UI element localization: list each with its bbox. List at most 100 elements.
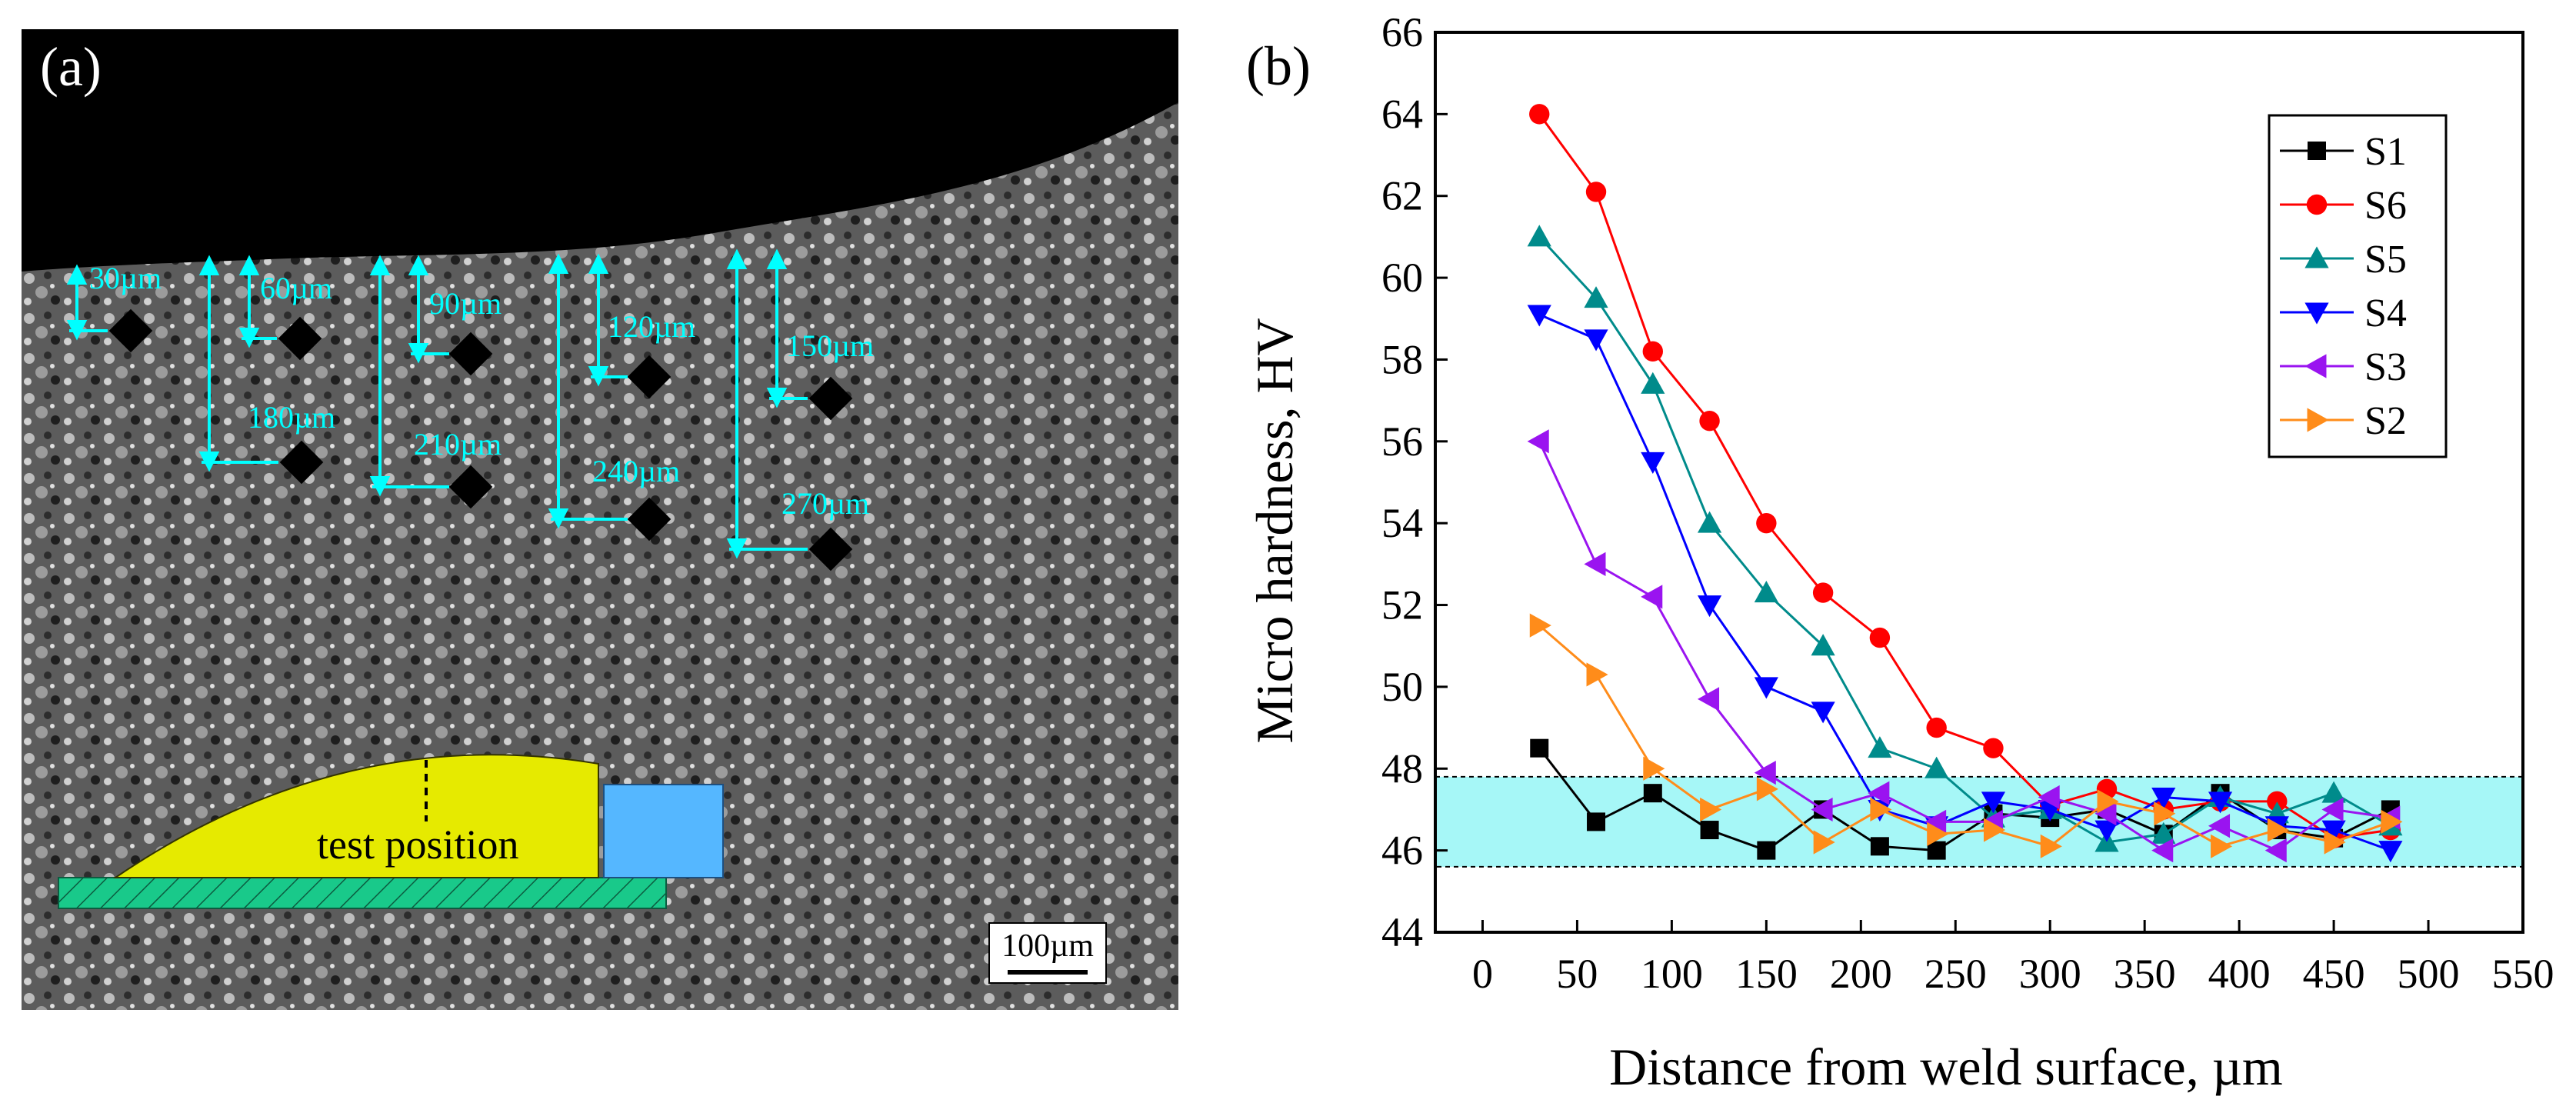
data-point bbox=[1811, 634, 1835, 656]
x-tick-label: 250 bbox=[1925, 951, 1987, 997]
data-point bbox=[1870, 797, 1892, 822]
x-tick-label: 550 bbox=[2492, 951, 2554, 997]
legend-marker bbox=[2308, 142, 2326, 160]
depth-arrows bbox=[66, 248, 808, 559]
data-point bbox=[2381, 809, 2403, 835]
data-point bbox=[2208, 814, 2231, 838]
data-point bbox=[1587, 812, 1606, 831]
data-point bbox=[2321, 797, 2344, 822]
y-tick-label: 54 bbox=[1381, 500, 1423, 546]
data-point bbox=[2040, 834, 2062, 858]
data-point bbox=[2324, 830, 2346, 855]
data-point bbox=[2038, 785, 2060, 810]
legend-marker bbox=[2306, 194, 2328, 215]
side-block bbox=[603, 784, 724, 878]
data-point bbox=[1925, 756, 1949, 778]
data-point bbox=[1754, 760, 1776, 785]
data-point bbox=[1983, 818, 2006, 842]
legend-label: S3 bbox=[2364, 345, 2407, 389]
weld-schematic: test position bbox=[58, 754, 724, 909]
data-point bbox=[2321, 820, 2346, 842]
data-point bbox=[1870, 837, 1889, 856]
data-point bbox=[1700, 797, 1722, 822]
x-axis-title: Distance from weld surface, µm bbox=[1609, 1038, 2283, 1096]
depth-label-60: 60µm bbox=[260, 271, 332, 305]
data-point bbox=[1925, 809, 1947, 835]
panel-a-label: (a) bbox=[40, 36, 102, 98]
data-point bbox=[1926, 717, 1947, 738]
data-point bbox=[1927, 841, 1946, 860]
series-s4 bbox=[1527, 305, 2403, 863]
test-position-label: test position bbox=[317, 821, 519, 868]
data-point bbox=[1983, 738, 2004, 758]
scale-bar: 100µm bbox=[988, 922, 1107, 984]
plot-frame bbox=[1434, 31, 2524, 934]
data-point bbox=[1813, 830, 1835, 855]
data-point bbox=[2094, 801, 2117, 826]
data-point bbox=[1756, 512, 1777, 534]
x-tick-label: 0 bbox=[1472, 951, 1493, 997]
data-point bbox=[1811, 701, 1835, 724]
data-point bbox=[1529, 104, 1550, 125]
data-point bbox=[1756, 777, 1778, 801]
data-point bbox=[1584, 329, 1608, 352]
data-point bbox=[2094, 820, 2119, 842]
data-point bbox=[2151, 821, 2176, 844]
y-tick-label: 50 bbox=[1381, 664, 1423, 710]
series-line-s5 bbox=[1538, 235, 2391, 844]
data-point bbox=[1527, 429, 1549, 454]
data-point bbox=[2211, 834, 2233, 858]
x-tick-label: 150 bbox=[1735, 951, 1798, 997]
data-point bbox=[1811, 797, 1833, 822]
data-point bbox=[1697, 687, 1720, 711]
y-tick-label: 44 bbox=[1381, 909, 1423, 955]
y-axis-title: Micro hardness, HV bbox=[1245, 318, 1304, 743]
legend-box bbox=[2268, 114, 2448, 458]
x-tick-label: 200 bbox=[1830, 951, 1892, 997]
data-point bbox=[1642, 341, 1663, 362]
data-point bbox=[1584, 552, 1606, 576]
data-point bbox=[2151, 838, 2174, 863]
depth-label-210: 210µm bbox=[414, 427, 502, 462]
legend-label: S1 bbox=[2364, 130, 2407, 174]
data-point bbox=[2097, 789, 2119, 814]
x-tick-label: 350 bbox=[2114, 951, 2176, 997]
series-line-s2 bbox=[1538, 625, 2391, 848]
depth-label-270: 270µm bbox=[781, 486, 869, 521]
data-point bbox=[1643, 756, 1665, 781]
series-line-s6 bbox=[1538, 113, 2391, 840]
legend: S1 S6 S5 S4 S3 S2 bbox=[2268, 114, 2448, 458]
legend-label: S5 bbox=[2364, 238, 2407, 282]
data-point bbox=[1530, 738, 1549, 758]
data-point bbox=[1869, 627, 1891, 648]
data-point bbox=[1697, 511, 1722, 533]
depth-label-150: 150µm bbox=[786, 328, 874, 363]
plot-area: 0 50 100 150 200 250 300 350 400 450 500 550 44 46 48 5… bbox=[1381, 9, 2554, 997]
data-point bbox=[1585, 182, 1607, 202]
data-point bbox=[1754, 677, 1778, 699]
data-point bbox=[2208, 791, 2233, 814]
data-point bbox=[1981, 791, 2006, 814]
data-point bbox=[1699, 411, 1720, 432]
depth-label-180: 180µm bbox=[248, 400, 335, 435]
panel-b-label: (b) bbox=[1246, 35, 1311, 97]
data-point bbox=[1527, 225, 1551, 247]
depth-label-30: 30µm bbox=[89, 261, 162, 295]
indent-150 bbox=[808, 376, 853, 421]
data-point bbox=[2267, 791, 2288, 812]
data-point bbox=[2154, 801, 2176, 826]
y-tick-label: 66 bbox=[1381, 9, 1423, 55]
data-point bbox=[1529, 613, 1551, 638]
legend-marker bbox=[2304, 302, 2329, 325]
data-point bbox=[1641, 452, 1665, 475]
x-tick-label: 400 bbox=[2208, 951, 2271, 997]
scale-bar-label: 100µm bbox=[1001, 928, 1094, 964]
series-s6 bbox=[1529, 104, 2401, 848]
legend-marker bbox=[2304, 354, 2327, 378]
legend-label: S2 bbox=[2364, 399, 2407, 443]
depth-label-240: 240µm bbox=[592, 454, 680, 488]
x-tick-label: 450 bbox=[2303, 951, 2365, 997]
data-point bbox=[2267, 818, 2289, 842]
depth-label-90: 90µm bbox=[429, 286, 502, 321]
data-point bbox=[1812, 582, 1834, 603]
